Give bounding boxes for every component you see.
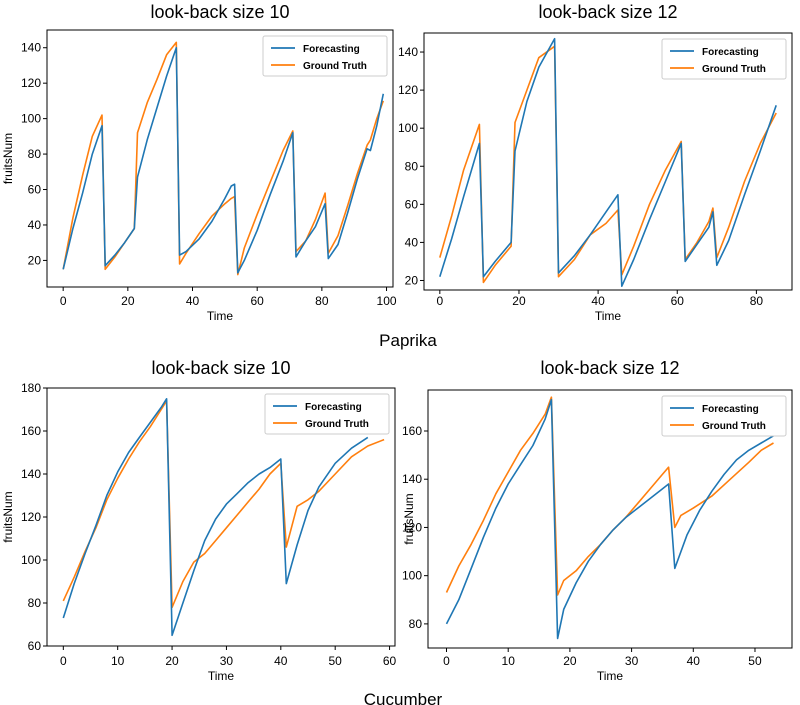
- y-tick-label: 160: [21, 424, 41, 438]
- x-tick-label: 20: [512, 294, 526, 308]
- chart-title: look-back size 12: [538, 2, 677, 22]
- y-tick-label: 140: [21, 41, 41, 55]
- x-tick-label: 0: [60, 294, 67, 308]
- x-tick-label: 0: [443, 654, 450, 668]
- y-tick-label: 140: [398, 45, 418, 59]
- y-tick-label: 100: [402, 569, 422, 583]
- plot-frame: [46, 29, 394, 288]
- chart-title: look-back size 12: [540, 358, 679, 378]
- plot-frame: [423, 32, 793, 291]
- y-tick-label: 160: [402, 424, 422, 438]
- x-tick-label: 100: [377, 294, 397, 308]
- series-line-forecasting: [439, 37, 777, 288]
- y-tick-label: 80: [28, 147, 42, 161]
- legend: Forecasting Ground Truth: [661, 395, 787, 437]
- x-axis-label: Time: [595, 309, 622, 323]
- legend-label: Forecasting: [702, 47, 759, 58]
- x-tick-label: 20: [165, 654, 179, 668]
- chart-title: look-back size 10: [150, 2, 289, 22]
- x-tick-label: 20: [121, 294, 135, 308]
- x-tick-label: 50: [329, 654, 343, 668]
- x-tick-label: 0: [436, 294, 443, 308]
- chart-title: look-back size 10: [151, 358, 290, 378]
- legend-label: Ground Truth: [702, 421, 766, 432]
- y-tick-label: 140: [402, 472, 422, 486]
- chart-2: look-back size 12 0 20 40 60 80 20 40 60 80 100 120…: [398, 2, 793, 323]
- series-line-ground-truth: [62, 41, 385, 276]
- y-tick-label: 60: [405, 197, 419, 211]
- x-tick-label: 40: [186, 294, 200, 308]
- x-tick-label: 60: [671, 294, 685, 308]
- legend-label: Forecasting: [702, 404, 759, 415]
- series-line-forecasting: [62, 46, 385, 274]
- chart-1: look-back size 10 0 20 40 60 80 100 20 40 60 80 100…: [1, 2, 397, 323]
- y-tick-label: 20: [28, 253, 42, 267]
- x-tick-label: 60: [383, 654, 397, 668]
- group-label-cucumber: Cucumber: [364, 690, 443, 705]
- y-tick-label: 40: [28, 218, 42, 232]
- x-tick-label: 10: [111, 654, 125, 668]
- x-tick-label: 60: [251, 294, 265, 308]
- legend-box: [661, 395, 787, 437]
- legend-box: [661, 38, 787, 80]
- y-tick-label: 120: [21, 76, 41, 90]
- x-tick-label: 50: [748, 654, 762, 668]
- x-tick-label: 0: [60, 654, 67, 668]
- x-axis-label: Time: [208, 669, 235, 683]
- legend-label: Ground Truth: [702, 64, 766, 75]
- series-line-forecasting: [62, 397, 369, 637]
- y-tick-label: 140: [21, 467, 41, 481]
- legend: Forecasting Ground Truth: [262, 35, 388, 77]
- x-tick-label: 80: [315, 294, 329, 308]
- y-tick-label: 80: [28, 596, 42, 610]
- y-tick-label: 40: [405, 235, 419, 249]
- y-axis-label: fruitsNum: [1, 133, 15, 184]
- group-label-paprika: Paprika: [379, 331, 437, 350]
- x-tick-label: 40: [687, 654, 701, 668]
- x-tick-label: 30: [220, 654, 234, 668]
- y-axis-label: fruitsNum: [402, 493, 416, 544]
- y-tick-label: 60: [28, 183, 42, 197]
- series-line-forecasting: [445, 398, 774, 640]
- legend-box: [264, 393, 390, 435]
- y-tick-label: 120: [398, 83, 418, 97]
- y-tick-label: 180: [21, 381, 41, 395]
- legend: Forecasting Ground Truth: [661, 38, 787, 80]
- y-tick-label: 120: [402, 520, 422, 534]
- legend-label: Ground Truth: [303, 61, 367, 72]
- y-tick-label: 100: [21, 553, 41, 567]
- x-tick-label: 20: [563, 654, 577, 668]
- y-tick-label: 80: [409, 617, 423, 631]
- chart-3: look-back size 10 0 10 20 30 40 50 60 60 80 100 120…: [1, 358, 397, 683]
- y-axis-label: fruitsNum: [1, 491, 15, 542]
- y-tick-label: 120: [21, 510, 41, 524]
- legend: Forecasting Ground Truth: [264, 393, 390, 435]
- y-tick-label: 20: [405, 273, 419, 287]
- plot-frame: [427, 389, 793, 649]
- legend-label: Forecasting: [305, 402, 362, 413]
- legend-label: Forecasting: [303, 44, 360, 55]
- series-line-ground-truth: [62, 400, 385, 609]
- y-tick-label: 100: [21, 112, 41, 126]
- x-tick-label: 80: [750, 294, 764, 308]
- legend-box: [262, 35, 388, 77]
- chart-4: look-back size 12 0 10 20 30 40 50 80 100 120 140 1…: [402, 358, 793, 683]
- x-tick-label: 10: [502, 654, 516, 668]
- legend-label: Ground Truth: [305, 419, 369, 430]
- x-tick-label: 40: [274, 654, 288, 668]
- y-tick-label: 80: [405, 159, 419, 173]
- x-tick-label: 30: [625, 654, 639, 668]
- y-tick-label: 60: [28, 639, 42, 653]
- y-tick-label: 100: [398, 121, 418, 135]
- x-axis-label: Time: [207, 309, 234, 323]
- x-tick-label: 40: [591, 294, 605, 308]
- x-axis-label: Time: [597, 669, 624, 683]
